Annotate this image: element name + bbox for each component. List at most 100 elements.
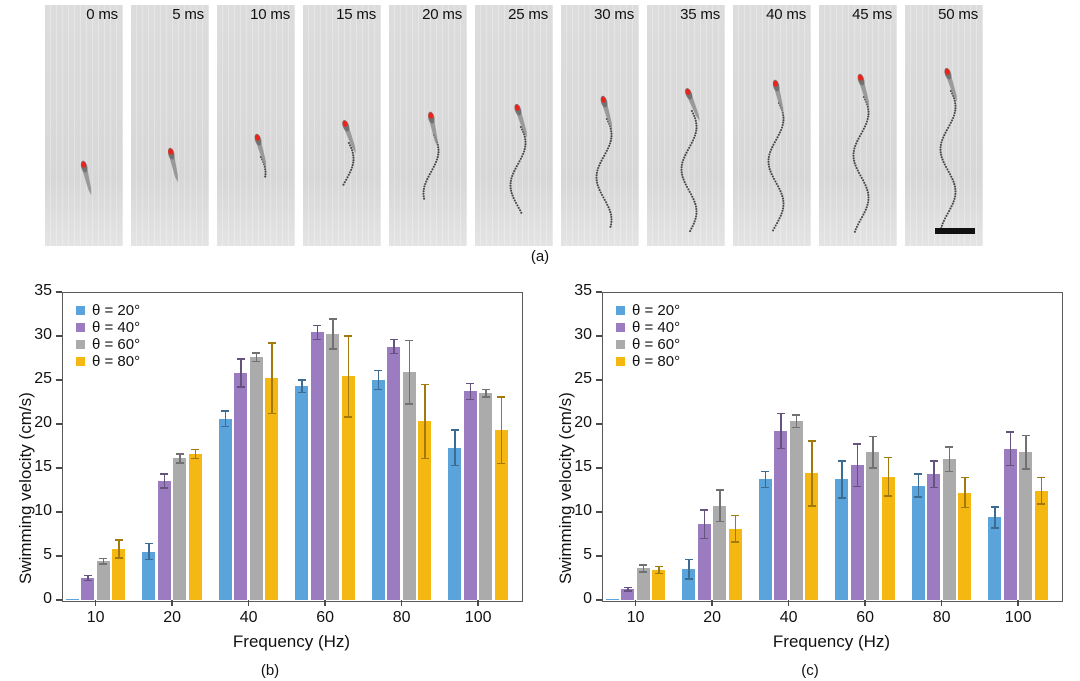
y-axis-tick-label: 10 xyxy=(34,502,52,519)
legend-item[interactable]: θ = 60° xyxy=(616,336,680,353)
error-bar-cap-bottom xyxy=(191,457,200,460)
error-bar-cap-top xyxy=(344,335,353,337)
error-bar-line xyxy=(795,415,798,428)
y-axis-tick xyxy=(56,511,62,513)
y-axis-tick xyxy=(596,379,602,381)
bar xyxy=(463,391,477,600)
bar xyxy=(728,528,742,600)
bar xyxy=(310,332,324,600)
bar xyxy=(835,479,849,600)
legend-swatch-icon xyxy=(616,323,625,332)
timelapse-frame: 35 ms xyxy=(647,5,725,246)
legend-item[interactable]: θ = 40° xyxy=(616,319,680,336)
bar xyxy=(188,453,202,600)
x-axis-tick-label: 100 xyxy=(1004,609,1032,626)
y-axis-title: Swimming velocity (cm/s) xyxy=(16,392,35,584)
x-axis-tick-label: 40 xyxy=(779,609,798,626)
legend-swatch-icon xyxy=(76,357,85,366)
y-axis-tick-label: 5 xyxy=(583,546,592,563)
legend-item[interactable]: θ = 20° xyxy=(76,302,140,319)
legend-item[interactable]: θ = 60° xyxy=(76,336,140,353)
legend-swatch-icon xyxy=(616,357,625,366)
error-bar-cap-top xyxy=(623,586,632,589)
error-bar-line xyxy=(994,506,996,528)
error-bar-cap-bottom xyxy=(792,426,801,429)
frame-time-label: 5 ms xyxy=(172,6,204,23)
frame-time-label: 35 ms xyxy=(680,6,720,23)
error-bar-cap-top xyxy=(267,342,276,344)
legend-item[interactable]: θ = 80° xyxy=(76,353,140,370)
error-bar-line xyxy=(194,449,197,459)
panel-a-caption: (a) xyxy=(530,248,550,265)
bar xyxy=(881,476,895,600)
error-bar-cap-bottom xyxy=(374,388,383,391)
bar xyxy=(265,378,279,600)
error-bar-cap-bottom xyxy=(99,563,108,565)
bar xyxy=(805,473,819,600)
error-bar-cap-bottom xyxy=(731,541,740,543)
error-bar-cap-bottom xyxy=(114,556,123,559)
error-bar-cap-top xyxy=(684,558,693,561)
error-bar-cap-bottom xyxy=(236,386,245,388)
x-axis-tick xyxy=(400,600,403,606)
y-axis-tick xyxy=(56,467,62,469)
error-bar-line xyxy=(703,510,706,539)
error-bar-cap-top xyxy=(252,351,261,354)
chart-legend: θ = 20° θ = 40° θ = 60° θ = 80° xyxy=(76,302,140,370)
legend-item[interactable]: θ = 80° xyxy=(616,353,680,370)
y-axis-tick-label: 30 xyxy=(34,326,52,343)
frame-time-label: 0 ms xyxy=(86,6,118,23)
x-axis-tick-label: 60 xyxy=(856,609,875,626)
bar xyxy=(249,357,263,600)
x-axis-tick-label: 10 xyxy=(626,609,645,626)
error-bar-cap-bottom xyxy=(497,462,506,465)
error-bar-line xyxy=(240,358,242,388)
error-bar-cap-bottom xyxy=(405,402,414,405)
error-bar-cap-top xyxy=(160,473,169,475)
scale-bar xyxy=(935,228,975,234)
error-bar-cap-top xyxy=(297,379,306,381)
bar xyxy=(96,561,110,600)
legend-label: θ = 60° xyxy=(632,336,681,353)
timelapse-frame: 10 ms xyxy=(217,5,295,246)
x-axis-tick xyxy=(864,600,866,606)
bar xyxy=(605,598,619,600)
legend-item[interactable]: θ = 20° xyxy=(616,302,680,319)
legend-swatch-icon xyxy=(616,306,625,315)
error-bar-line xyxy=(224,410,227,427)
bar xyxy=(157,481,171,600)
error-bar-cap-bottom xyxy=(929,486,938,489)
error-bar-cap-top xyxy=(837,460,846,462)
error-bar-cap-bottom xyxy=(837,497,846,499)
bar xyxy=(758,479,772,600)
y-axis-tick-label: 30 xyxy=(574,326,592,343)
y-axis-tick xyxy=(56,379,62,381)
error-bar-line xyxy=(841,460,843,498)
error-bar-cap-bottom xyxy=(654,572,663,575)
y-axis-tick xyxy=(56,291,62,293)
bar xyxy=(326,334,340,600)
error-bar-cap-bottom xyxy=(389,352,398,355)
error-bar-cap-top xyxy=(450,429,459,431)
bar xyxy=(494,430,508,600)
error-bar-cap-top xyxy=(715,489,724,491)
error-bar-cap-bottom xyxy=(267,412,276,415)
error-bar-cap-top xyxy=(1021,434,1030,437)
y-axis-tick-label: 20 xyxy=(574,414,592,431)
legend-label: θ = 80° xyxy=(632,353,681,370)
frame-time-label: 30 ms xyxy=(594,6,634,23)
y-axis-tick-label: 0 xyxy=(43,590,52,607)
timelapse-frame: 20 ms xyxy=(389,5,467,246)
error-bar-line xyxy=(87,575,89,581)
frame-time-label: 10 ms xyxy=(250,6,290,23)
x-axis-tick xyxy=(787,600,790,606)
legend-item[interactable]: θ = 40° xyxy=(76,319,140,336)
panel-caption: (c) xyxy=(801,662,819,679)
error-bar-cap-top xyxy=(792,414,801,416)
bar xyxy=(1019,452,1033,600)
error-bar-cap-bottom xyxy=(313,338,322,341)
error-bar-cap-bottom xyxy=(639,571,648,573)
error-bar-cap-bottom xyxy=(252,360,261,363)
error-bar-line xyxy=(933,460,935,488)
x-axis-tick xyxy=(247,600,250,606)
